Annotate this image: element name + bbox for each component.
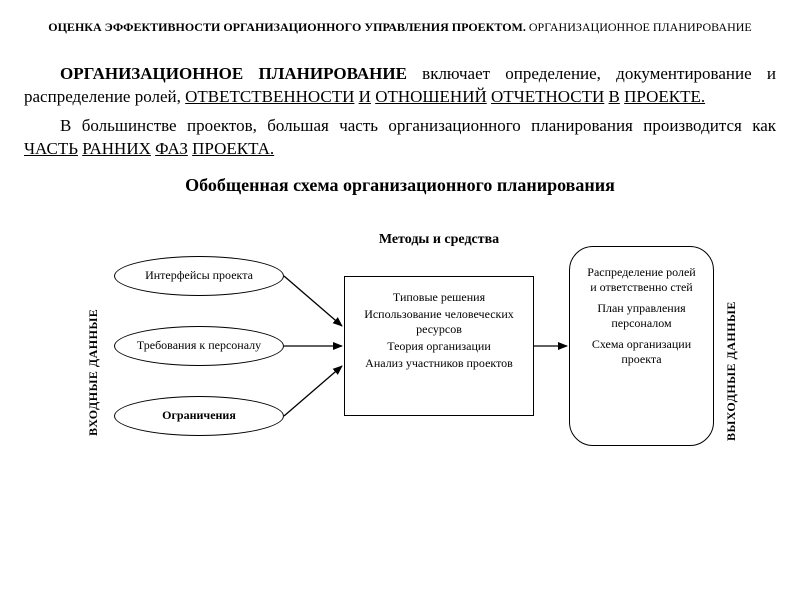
page-header: ОЦЕНКА ЭФФЕКТИВНОСТИ ОРГАНИЗАЦИОННОГО УП…	[24, 20, 776, 35]
p1-lead: ОРГАНИЗАЦИОННОЕ ПЛАНИРОВАНИЕ	[60, 64, 407, 83]
output-item-2: Схема организации проекта	[584, 337, 699, 367]
diagram-title: Обобщенная схема организационного планир…	[24, 175, 776, 196]
p1-u6: ПРОЕКТЕ.	[624, 87, 705, 106]
input-oval-0-label: Интерфейсы проекта	[145, 268, 253, 283]
method-item-2: Теория организации	[357, 339, 521, 353]
p1-u4: ОТЧЕТНОСТИ	[491, 87, 604, 106]
p1-u2: И	[359, 87, 371, 106]
p1-u1: ОТВЕТСТВЕННОСТИ	[185, 87, 354, 106]
header-plain: ОРГАНИЗАЦИОННОЕ ПЛАНИРОВАНИЕ	[526, 20, 752, 34]
method-item-1: Использование человеческих ресурсов	[357, 307, 521, 336]
diagram: ВХОДНЫЕ ДАННЫЕ ВЫХОДНЫЕ ДАННЫЕ Методы и …	[24, 216, 776, 476]
method-item-0: Типовые решения	[357, 290, 521, 304]
input-oval-2-label: Ограничения	[162, 408, 236, 423]
output-vertical-label: ВЫХОДНЫЕ ДАННЫЕ	[724, 271, 739, 441]
paragraph-2: В большинстве проектов, большая часть ор…	[24, 115, 776, 161]
paragraph-1: ОРГАНИЗАЦИОННОЕ ПЛАНИРОВАНИЕ включает оп…	[24, 63, 776, 109]
output-item-0: Распределение ролей и ответственно стей	[584, 265, 699, 295]
methods-heading: Методы и средства	[344, 232, 534, 248]
input-oval-2: Ограничения	[114, 396, 284, 436]
outputs-box: Распределение ролей и ответственно стей …	[569, 246, 714, 446]
p2-u4: ПРОЕКТА.	[192, 139, 274, 158]
method-item-3: Анализ участников проектов	[357, 356, 521, 370]
p2-pre: В большинстве проектов, большая часть ор…	[60, 116, 776, 135]
input-vertical-label: ВХОДНЫЕ ДАННЫЕ	[86, 276, 101, 436]
input-oval-1: Требования к персоналу	[114, 326, 284, 366]
input-oval-1-label: Требования к персоналу	[137, 338, 261, 353]
p2-u1: ЧАСТЬ	[24, 139, 78, 158]
p2-u3: ФАЗ	[155, 139, 188, 158]
header-bold: ОЦЕНКА ЭФФЕКТИВНОСТИ ОРГАНИЗАЦИОННОГО УП…	[48, 20, 526, 34]
p1-u5: В	[609, 87, 620, 106]
methods-box: Типовые решения Использование человеческ…	[344, 276, 534, 416]
output-item-1: План управления персоналом	[584, 301, 699, 331]
input-oval-0: Интерфейсы проекта	[114, 256, 284, 296]
p2-u2: РАННИХ	[82, 139, 151, 158]
p1-u3: ОТНОШЕНИЙ	[375, 87, 487, 106]
